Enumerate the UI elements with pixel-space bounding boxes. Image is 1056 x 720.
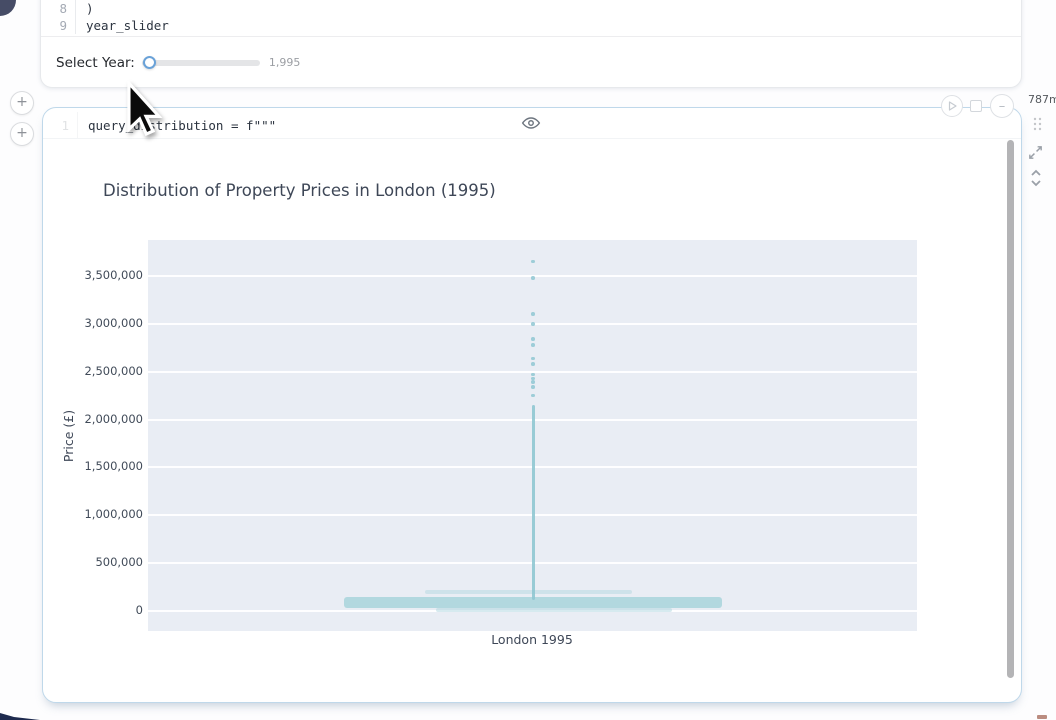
line-number: 9	[59, 18, 67, 33]
line-number: 8	[59, 1, 67, 16]
slider-handle[interactable]	[142, 55, 156, 69]
slider-value: 1,995	[268, 56, 301, 69]
slider-label: Select Year:	[56, 54, 135, 71]
gutter-divider	[75, 17, 76, 34]
y-tick-label: 2,000,000	[84, 411, 143, 426]
run-cell-button[interactable]	[941, 95, 963, 117]
y-tick-label: 500,000	[95, 555, 143, 570]
y-axis-title: Price (£)	[61, 409, 76, 463]
scrollbar[interactable]	[1007, 140, 1014, 678]
y-tick-label: 1,500,000	[84, 459, 143, 474]
plot-area	[148, 240, 917, 631]
data-point	[531, 343, 535, 347]
cell-output-divider	[41, 36, 1021, 37]
data-point	[531, 312, 535, 317]
gutter-divider	[75, 0, 76, 17]
y-axis-ticks: 0 500,000 1,000,000 1,500,000 2,000,000 2,500…	[58, 0, 145, 720]
data-point	[531, 380, 535, 385]
bottom-edge-artifact	[0, 713, 40, 720]
data-point	[531, 322, 535, 326]
code-editor[interactable]: 8 ) 9 year_slider	[41, 0, 1021, 36]
y-tick-label: 1,000,000	[84, 507, 143, 522]
jitter-band	[343, 596, 723, 608]
add-cell-button[interactable]: +	[10, 122, 34, 146]
expand-collapse-chevrons-icon[interactable]	[1029, 167, 1043, 193]
data-point	[531, 337, 535, 341]
slider-track[interactable]	[141, 59, 260, 66]
gridline	[148, 370, 917, 373]
code-text: )	[86, 1, 94, 16]
code-text: year_slider	[86, 18, 169, 33]
stop-cell-button[interactable]	[970, 100, 982, 112]
gutter-divider	[77, 112, 78, 138]
code-line[interactable]: 8 )	[41, 0, 1021, 17]
data-point	[531, 356, 535, 361]
line-number: 1	[61, 117, 69, 133]
year-slider[interactable]	[141, 55, 260, 70]
y-tick-label: 3,000,000	[84, 315, 143, 330]
y-tick-label: 3,500,000	[84, 268, 143, 282]
collapse-cell-button[interactable]: –	[990, 94, 1014, 118]
data-point	[531, 362, 535, 366]
cell-output: Select Year: 1,995	[41, 37, 1021, 88]
data-point	[531, 376, 535, 381]
x-axis-label: London 1995	[491, 632, 573, 647]
gridline	[148, 275, 917, 277]
y-tick-label: 0	[135, 603, 143, 617]
jitter-band	[425, 590, 633, 594]
corner-decoration	[0, 0, 16, 16]
cell-divider	[43, 138, 1021, 139]
eye-icon[interactable]	[521, 114, 541, 132]
drag-handle-icon[interactable]	[1032, 116, 1043, 136]
chart-title: Distribution of Property Prices in Londo…	[103, 181, 496, 200]
code-cell-year-slider: 8 ) 9 year_slider Select Year: 1,995	[40, 0, 1022, 88]
data-point	[531, 259, 535, 264]
add-cell-button[interactable]: +	[10, 91, 34, 115]
data-point	[531, 276, 535, 280]
y-tick-label: 2,500,000	[84, 363, 143, 378]
code-line[interactable]: 9 year_slider	[41, 17, 1021, 34]
runtime-badge: 787m	[1028, 93, 1056, 106]
bottom-edge-artifact	[1037, 715, 1047, 719]
expand-fullscreen-icon[interactable]	[1027, 144, 1044, 165]
data-point	[531, 385, 535, 389]
gridline	[148, 610, 917, 612]
jitter-band	[436, 608, 673, 613]
dense-point-column	[531, 405, 535, 600]
data-point	[531, 372, 535, 377]
data-point	[531, 393, 535, 398]
